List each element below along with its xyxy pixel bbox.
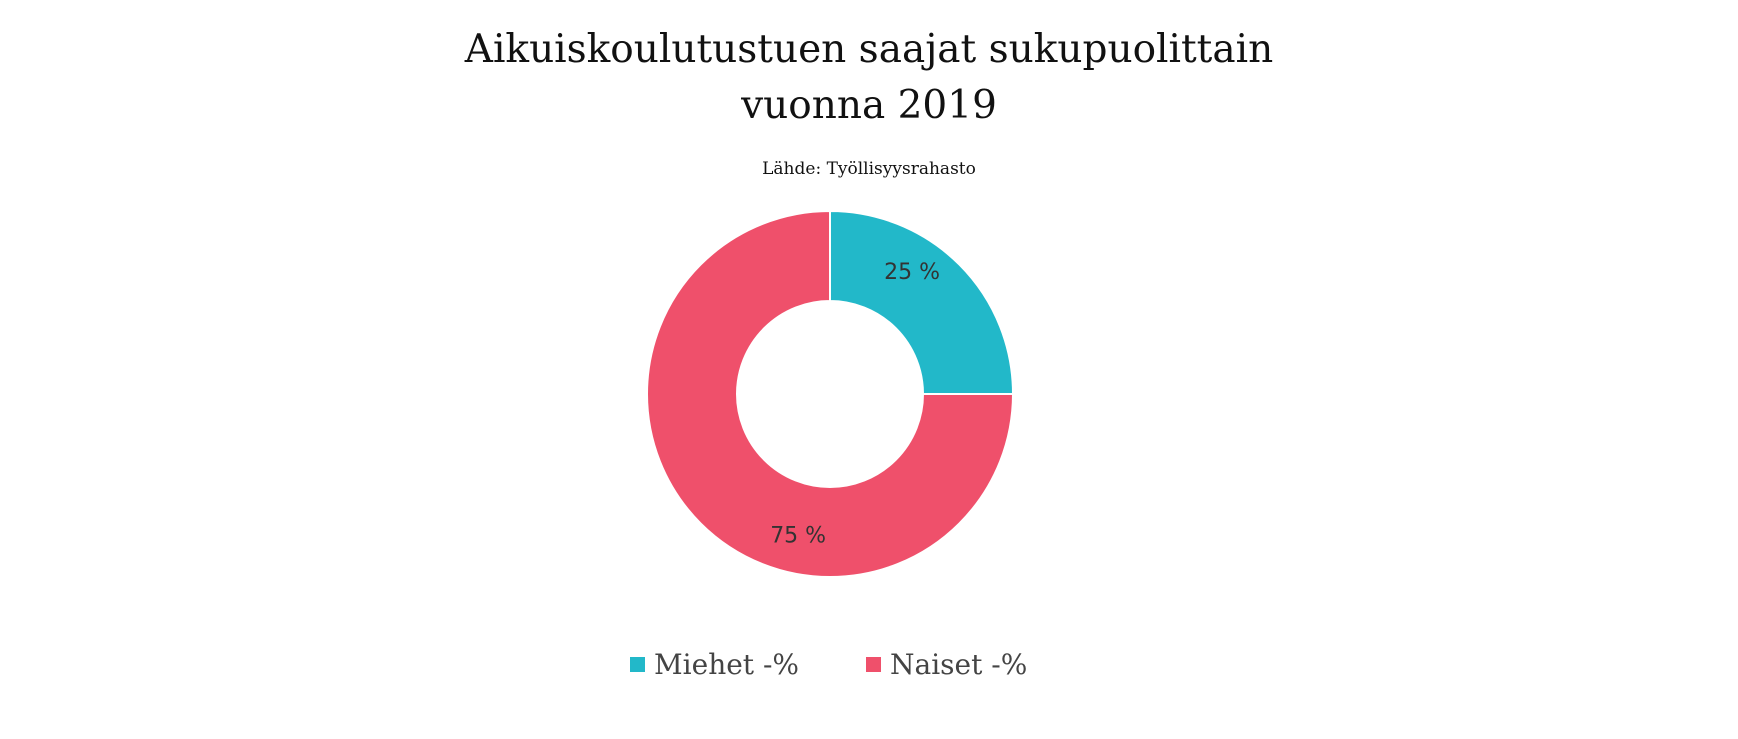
chart-legend: Miehet -% Naiset -% <box>0 648 1738 692</box>
legend-label-1: Miehet -% <box>654 648 800 681</box>
donut-slice-2 <box>646 209 1015 578</box>
legend-item-2: Naiset -% <box>866 648 1027 681</box>
slice-label-2: 75 % <box>770 523 826 548</box>
legend-swatch-1 <box>630 657 645 672</box>
chart-title-line-2: vuonna 2019 <box>741 83 997 128</box>
legend-label-2: Naiset -% <box>890 648 1028 681</box>
chart-subtitle: Lähde: Työllisyysrahasto <box>762 159 976 179</box>
donut-slice-1 <box>829 209 1015 395</box>
legend-swatch-2 <box>866 657 881 672</box>
chart-title: Aikuiskoulutustuen saajat sukupuolittain… <box>0 22 1738 134</box>
chart-title-line-1: Aikuiskoulutustuen saajat sukupuolittain <box>464 27 1274 72</box>
legend-item-1: Miehet -% <box>630 648 799 681</box>
slice-label-1: 25 % <box>884 260 940 285</box>
